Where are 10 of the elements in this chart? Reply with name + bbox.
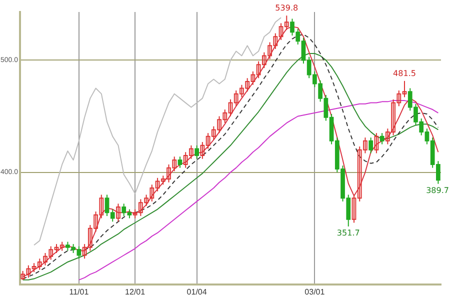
annotation: 539.8 (275, 4, 298, 13)
annotation: 351.7 (336, 228, 360, 238)
x-tick-label: 01/04 (186, 287, 208, 296)
annotation: 481.5 (393, 69, 416, 78)
x-tick-label: 12/01 (125, 287, 146, 296)
x-tick-label: 03/01 (304, 287, 326, 296)
annotation: 389.7 (426, 186, 449, 195)
candlestick (116, 203, 120, 222)
candlestick (374, 132, 379, 154)
x-tick-label: 11/01 (69, 287, 90, 296)
